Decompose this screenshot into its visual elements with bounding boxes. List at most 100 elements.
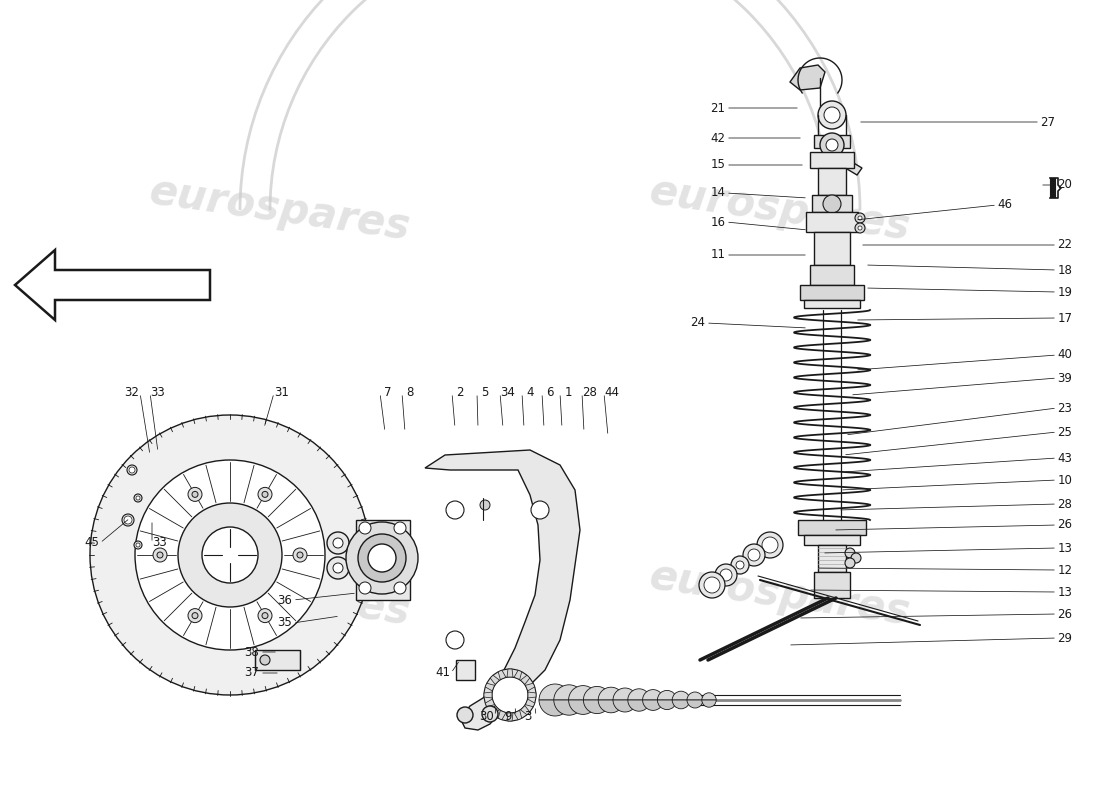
Polygon shape [507,669,513,677]
Wedge shape [658,700,676,710]
Circle shape [188,487,202,502]
Polygon shape [526,699,535,706]
Circle shape [202,527,258,583]
Circle shape [851,553,861,563]
Text: 10: 10 [1057,474,1072,486]
Circle shape [492,677,528,713]
Polygon shape [790,65,825,90]
Text: 36: 36 [277,594,293,606]
Wedge shape [583,700,610,714]
Text: 3: 3 [525,710,531,722]
Wedge shape [658,690,676,700]
Wedge shape [539,684,571,700]
Polygon shape [498,670,506,679]
Text: 4: 4 [526,386,534,399]
Circle shape [129,467,135,473]
Wedge shape [628,689,650,700]
Text: 16: 16 [711,215,726,229]
Wedge shape [539,700,571,716]
Text: 39: 39 [1057,371,1072,385]
Text: 27: 27 [1041,115,1056,129]
Polygon shape [800,285,864,300]
Circle shape [394,522,406,534]
Text: 17: 17 [1057,311,1072,325]
Text: 1: 1 [564,386,572,399]
Wedge shape [688,692,703,700]
Circle shape [484,669,536,721]
Circle shape [446,501,464,519]
Polygon shape [812,195,852,212]
Circle shape [845,548,855,558]
Wedge shape [569,686,597,700]
Text: 6: 6 [547,386,553,399]
Circle shape [188,609,202,622]
Circle shape [359,582,371,594]
Polygon shape [485,683,495,691]
Text: 40: 40 [1057,349,1072,362]
Circle shape [715,564,737,586]
Circle shape [845,558,855,568]
Wedge shape [642,690,663,700]
Polygon shape [507,713,513,721]
Polygon shape [484,692,492,698]
Text: 42: 42 [711,131,726,145]
Polygon shape [485,699,495,706]
Circle shape [757,532,783,558]
Text: 22: 22 [1057,238,1072,251]
Circle shape [333,538,343,548]
Polygon shape [526,683,535,691]
Text: eurospares: eurospares [146,171,414,249]
Polygon shape [847,162,862,175]
Circle shape [333,563,343,573]
Text: 23: 23 [1057,402,1072,414]
Circle shape [90,415,370,695]
Text: 33: 33 [151,386,165,399]
Circle shape [122,514,134,526]
Circle shape [823,195,842,213]
Polygon shape [498,710,506,720]
Circle shape [704,577,720,593]
Text: 28: 28 [583,386,597,399]
Circle shape [855,223,865,233]
Text: 25: 25 [1057,426,1072,438]
Polygon shape [514,670,521,679]
Circle shape [394,582,406,594]
Wedge shape [688,700,703,708]
Text: 38: 38 [244,646,260,658]
Text: 12: 12 [1057,563,1072,577]
Circle shape [124,516,132,524]
Text: 34: 34 [500,386,516,399]
Polygon shape [810,265,854,285]
Wedge shape [672,691,690,700]
Wedge shape [613,700,637,712]
Text: 45: 45 [85,537,99,550]
Polygon shape [804,535,860,545]
Text: 29: 29 [1057,631,1072,645]
Circle shape [359,522,371,534]
Text: 43: 43 [1057,451,1072,465]
Polygon shape [818,545,846,572]
Circle shape [732,556,749,574]
Wedge shape [613,688,637,700]
Polygon shape [491,706,499,714]
Wedge shape [642,700,663,710]
Circle shape [153,548,167,562]
Circle shape [134,494,142,502]
Text: 13: 13 [1057,586,1072,598]
Circle shape [192,613,198,618]
Polygon shape [520,675,530,684]
Text: 28: 28 [1057,498,1072,510]
Wedge shape [628,700,650,711]
Text: 5: 5 [482,386,488,399]
Text: 9: 9 [504,710,512,722]
Text: eurospares: eurospares [146,556,414,634]
Polygon shape [491,675,499,684]
Circle shape [742,544,764,566]
Text: 18: 18 [1057,263,1072,277]
Text: 24: 24 [691,317,705,330]
Polygon shape [520,706,530,714]
Text: 41: 41 [436,666,451,679]
Text: 26: 26 [1057,607,1072,621]
Polygon shape [806,212,858,232]
Text: 30: 30 [480,710,494,722]
